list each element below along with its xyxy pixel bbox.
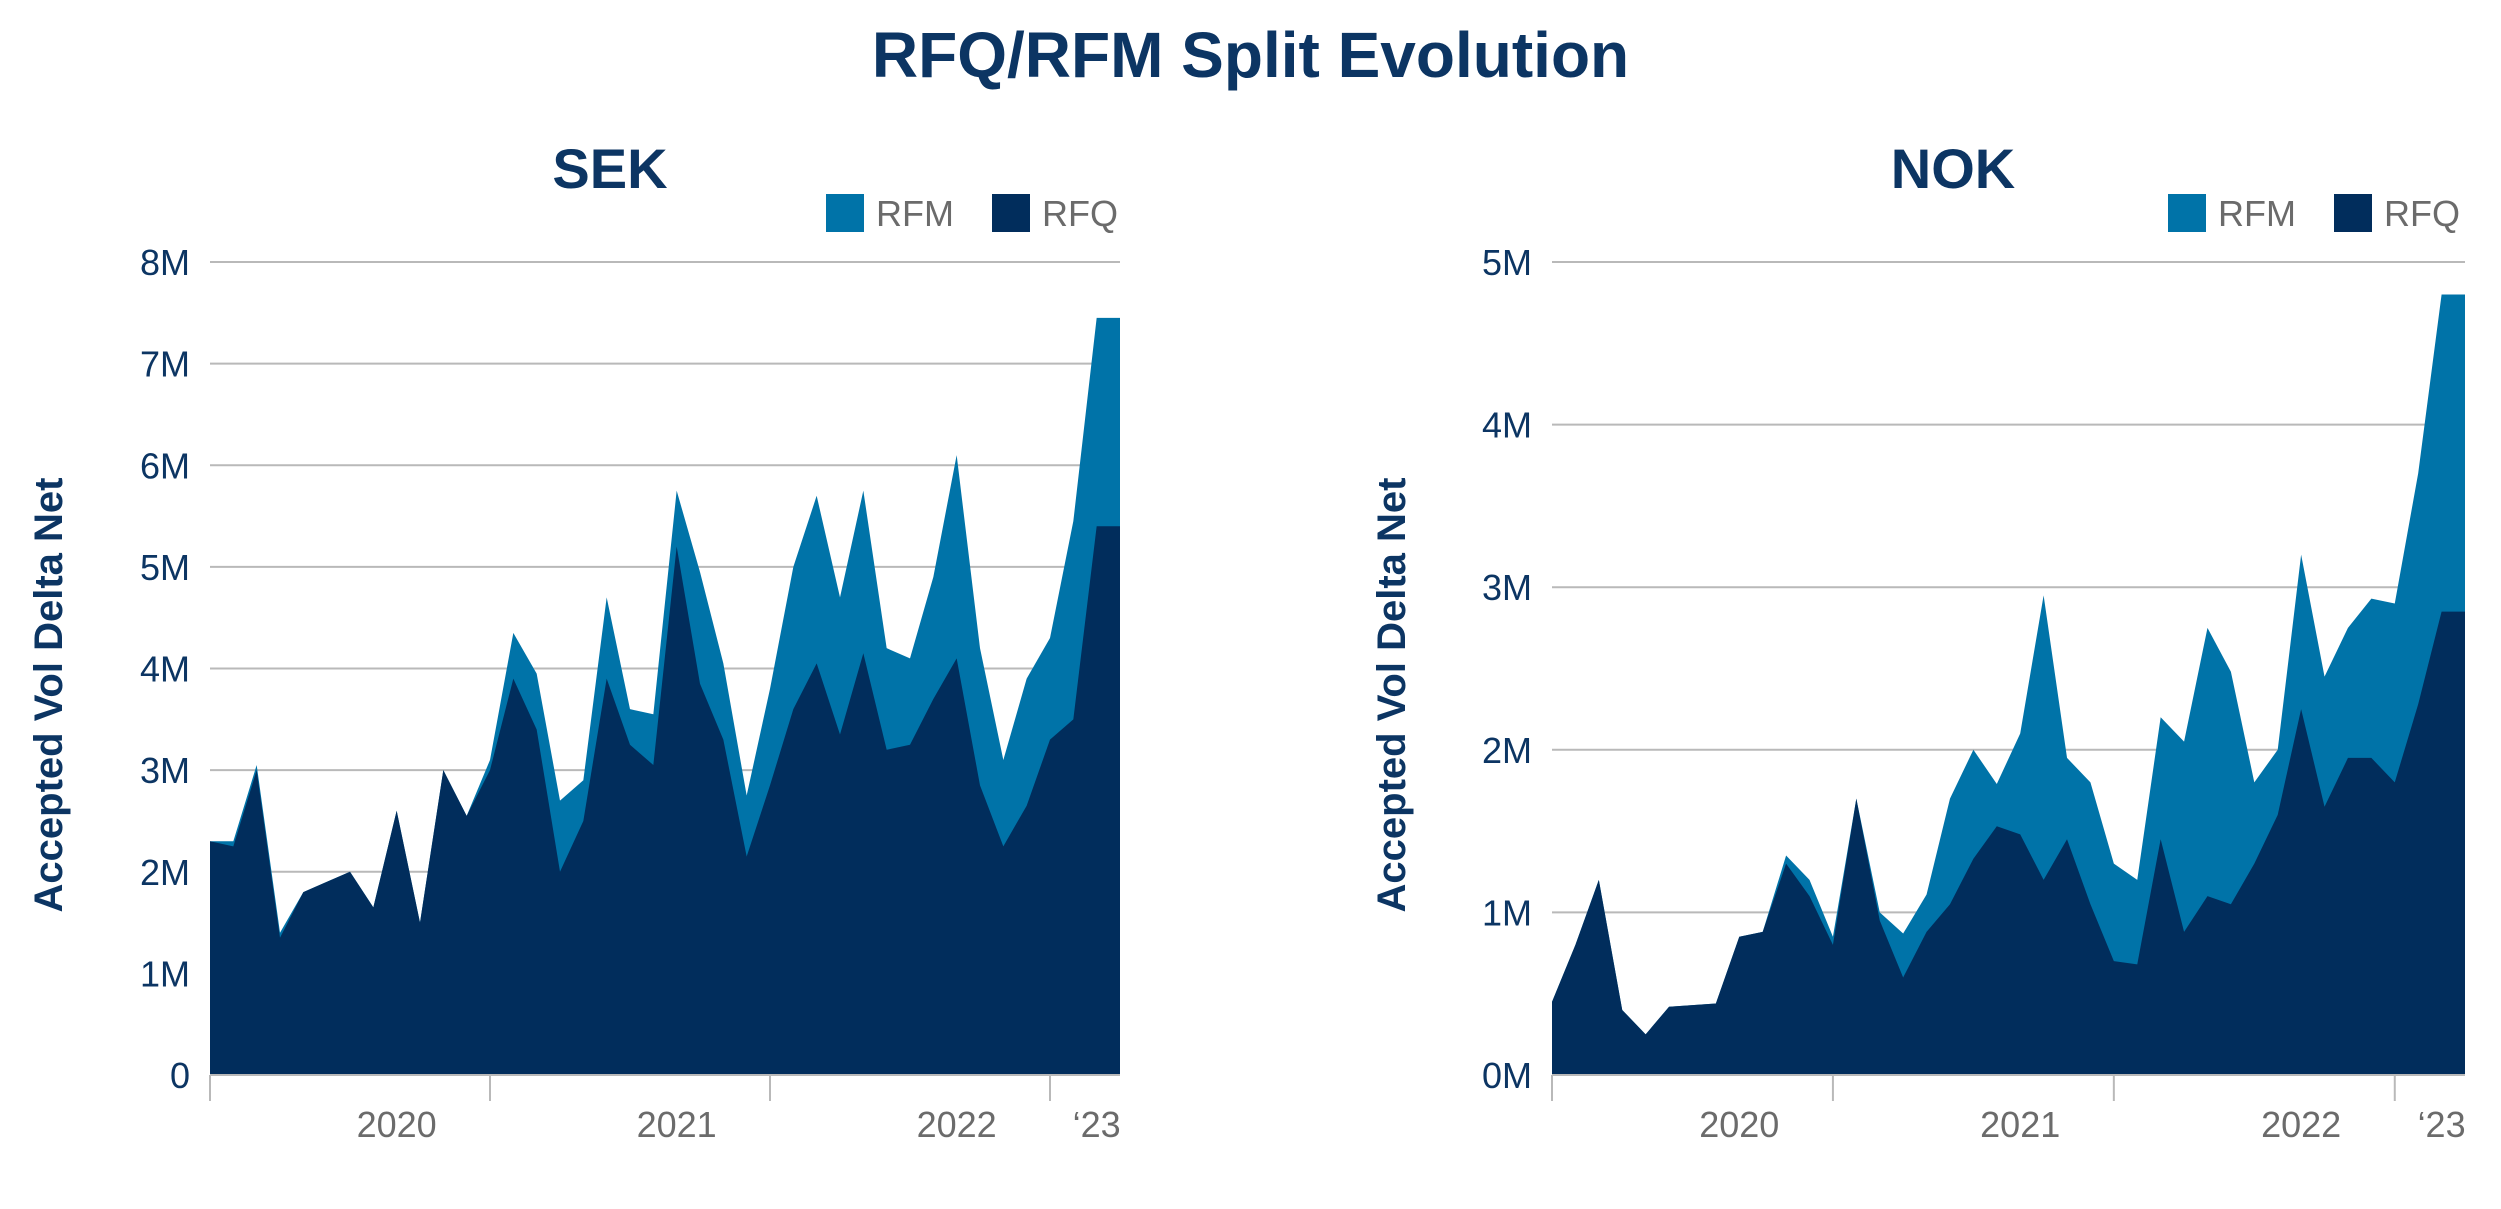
- x-tick-label: 2022: [2261, 1104, 2341, 1145]
- y-tick-label: 2M: [140, 852, 190, 893]
- x-ticks-sek: 2020 2021 2022 ‘23: [357, 1104, 1121, 1145]
- x-tick-label: 2020: [1699, 1104, 1779, 1145]
- legend-swatch-rfq: [992, 194, 1030, 232]
- area-rfq: [1552, 611, 2465, 1075]
- y-tick-label: 1M: [1482, 892, 1532, 933]
- y-tick-label: 7M: [140, 344, 190, 385]
- chart-panel-nok: NOK RFM RFQ Accepted Vol Delta Net 0M 1M 2…: [1370, 137, 2466, 1145]
- areas-nok: [1552, 294, 2465, 1075]
- legend-swatch-rfm: [826, 194, 864, 232]
- legend-label-rfm: RFM: [2218, 193, 2296, 234]
- x-tick-label: 2021: [1980, 1104, 2060, 1145]
- y-axis-label-sek: Accepted Vol Delta Net: [27, 478, 71, 913]
- area-rfq: [210, 526, 1120, 1075]
- legend-label-rfm: RFM: [876, 193, 954, 234]
- x-ticks-nok: 2020 2021 2022 ‘23: [1699, 1104, 2465, 1145]
- y-tick-label: 3M: [140, 750, 190, 791]
- y-tick-label: 0M: [1482, 1055, 1532, 1096]
- y-axis-label-nok: Accepted Vol Delta Net: [1370, 478, 1414, 913]
- y-tick-label: 5M: [1482, 242, 1532, 283]
- y-tick-label: 5M: [140, 547, 190, 588]
- chart-panel-sek: SEK RFM RFQ Accepted Vol Delta Net 0 1M 2M…: [27, 137, 1121, 1145]
- legend-sek: RFM RFQ: [826, 193, 1118, 234]
- area-rfm: [1552, 294, 2465, 1075]
- x-tick-label: ‘23: [2418, 1104, 2466, 1145]
- y-tick-label: 4M: [140, 649, 190, 690]
- x-tick-label: 2021: [637, 1104, 717, 1145]
- y-tick-label: 4M: [1482, 405, 1532, 446]
- y-ticks-nok: 0M 1M 2M 3M 4M 5M: [1482, 242, 1532, 1096]
- panel-title-nok: NOK: [1891, 137, 2015, 200]
- x-tick-label: ‘23: [1073, 1104, 1121, 1145]
- legend-label-rfq: RFQ: [1042, 193, 1118, 234]
- y-tick-label: 6M: [140, 445, 190, 486]
- y-tick-label: 3M: [1482, 567, 1532, 608]
- y-tick-label: 1M: [140, 953, 190, 994]
- main-title: RFQ/RFM Split Evolution: [871, 19, 1630, 91]
- legend-label-rfq: RFQ: [2384, 193, 2460, 234]
- panel-title-sek: SEK: [552, 137, 667, 200]
- x-axis-nok: [1551, 1074, 2465, 1101]
- legend-nok: RFM RFQ: [2168, 193, 2460, 234]
- x-tick-label: 2022: [917, 1104, 997, 1145]
- x-tick-label: 2020: [357, 1104, 437, 1145]
- y-tick-label: 0: [170, 1055, 190, 1096]
- y-tick-label: 8M: [140, 242, 190, 283]
- x-axis-sek: [209, 1074, 1120, 1101]
- legend-swatch-rfq: [2334, 194, 2372, 232]
- y-tick-label: 2M: [1482, 730, 1532, 771]
- legend-swatch-rfm: [2168, 194, 2206, 232]
- areas-sek: [210, 317, 1120, 1075]
- y-ticks-sek: 0 1M 2M 3M 4M 5M 6M 7M 8M: [140, 242, 190, 1096]
